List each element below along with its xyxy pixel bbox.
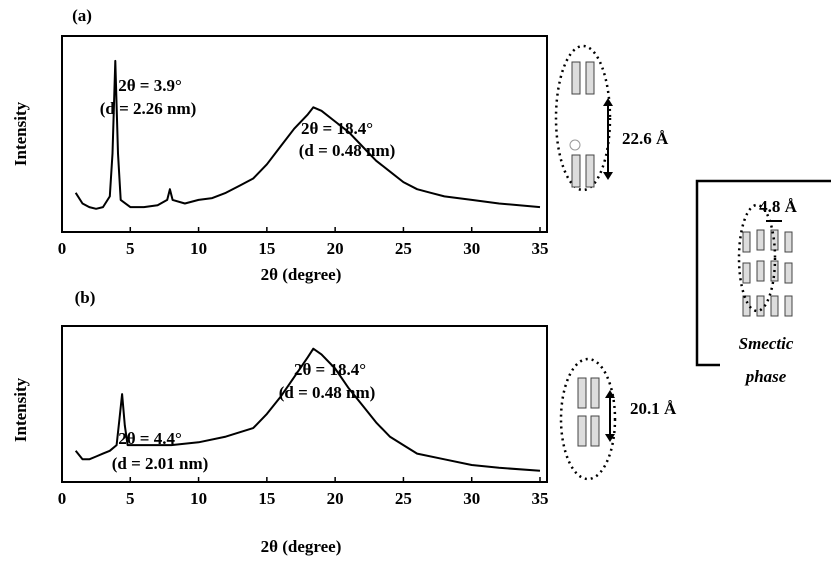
x-tick-label: 25 (395, 489, 412, 508)
phase-label: phase (744, 367, 787, 386)
xrd-line (74, 347, 541, 472)
helix (742, 295, 751, 317)
x-tick-label: 30 (463, 239, 480, 258)
x-tick-label: 25 (395, 239, 412, 258)
annotation: 2θ = 3.9° (118, 76, 182, 95)
x-tick-label: 10 (190, 489, 207, 508)
annotation: (d = 2.26 nm) (100, 99, 197, 118)
dotted-ellipse (559, 357, 617, 481)
helix (756, 260, 765, 282)
annotation: 2θ = 18.4° (301, 119, 373, 138)
annotation: (d = 0.48 nm) (279, 383, 376, 402)
helix (756, 229, 765, 251)
schematic-a: 22.6 Å (554, 44, 669, 192)
x-tick-label: 0 (58, 239, 67, 258)
helix (590, 415, 600, 447)
helix (585, 154, 595, 188)
x-tick-label: 0 (58, 489, 67, 508)
x-tick-label: 35 (532, 489, 549, 508)
y-axis-label: Intensity (11, 101, 30, 166)
x-tick-label: 35 (532, 239, 549, 258)
helix (742, 262, 751, 284)
spacing-label: 20.1 Å (630, 399, 677, 418)
annotation: (d = 2.01 nm) (112, 454, 209, 473)
xrd-line (74, 59, 541, 210)
panel-label: (a) (72, 6, 92, 25)
helix (571, 154, 581, 188)
helix (585, 61, 595, 95)
x-tick-label: 10 (190, 239, 207, 258)
helix (742, 231, 751, 253)
x-tick-label: 20 (327, 489, 344, 508)
helix (784, 231, 793, 253)
helix (784, 295, 793, 317)
annotation: 2θ = 18.4° (294, 360, 366, 379)
spacing-label: 22.6 Å (622, 129, 669, 148)
panel-label: (b) (75, 288, 96, 307)
schematic-b: 20.1 Å (559, 357, 677, 481)
helix (756, 295, 765, 317)
x-tick-label: 30 (463, 489, 480, 508)
plot-frame (61, 35, 548, 233)
plot-frame (61, 325, 548, 483)
dotted-ellipse (554, 44, 612, 192)
helix (784, 262, 793, 284)
x-tick-label: 5 (126, 239, 135, 258)
x-tick-label: 15 (258, 489, 275, 508)
inset-frame (695, 179, 831, 367)
annotation: (d = 0.48 nm) (299, 141, 396, 160)
phase-label: Smectic (739, 334, 794, 353)
spacing-label: 4.8 Å (759, 197, 798, 216)
helix (590, 377, 600, 409)
x-axis-label: 2θ (degree) (261, 265, 342, 284)
helix (770, 295, 779, 317)
x-tick-label: 5 (126, 489, 135, 508)
y-axis-label: Intensity (11, 377, 30, 442)
inset: 4.8 Å Smectic phase (695, 179, 831, 386)
helix (577, 415, 587, 447)
helix (571, 61, 581, 95)
x-tick-label: 15 (258, 239, 275, 258)
helix (577, 377, 587, 409)
dotted-ellipse (737, 203, 777, 313)
x-tick-label: 20 (327, 239, 344, 258)
annotation: 2θ = 4.4° (118, 429, 182, 448)
x-axis-label: 2θ (degree) (261, 537, 342, 556)
linker (569, 139, 581, 151)
